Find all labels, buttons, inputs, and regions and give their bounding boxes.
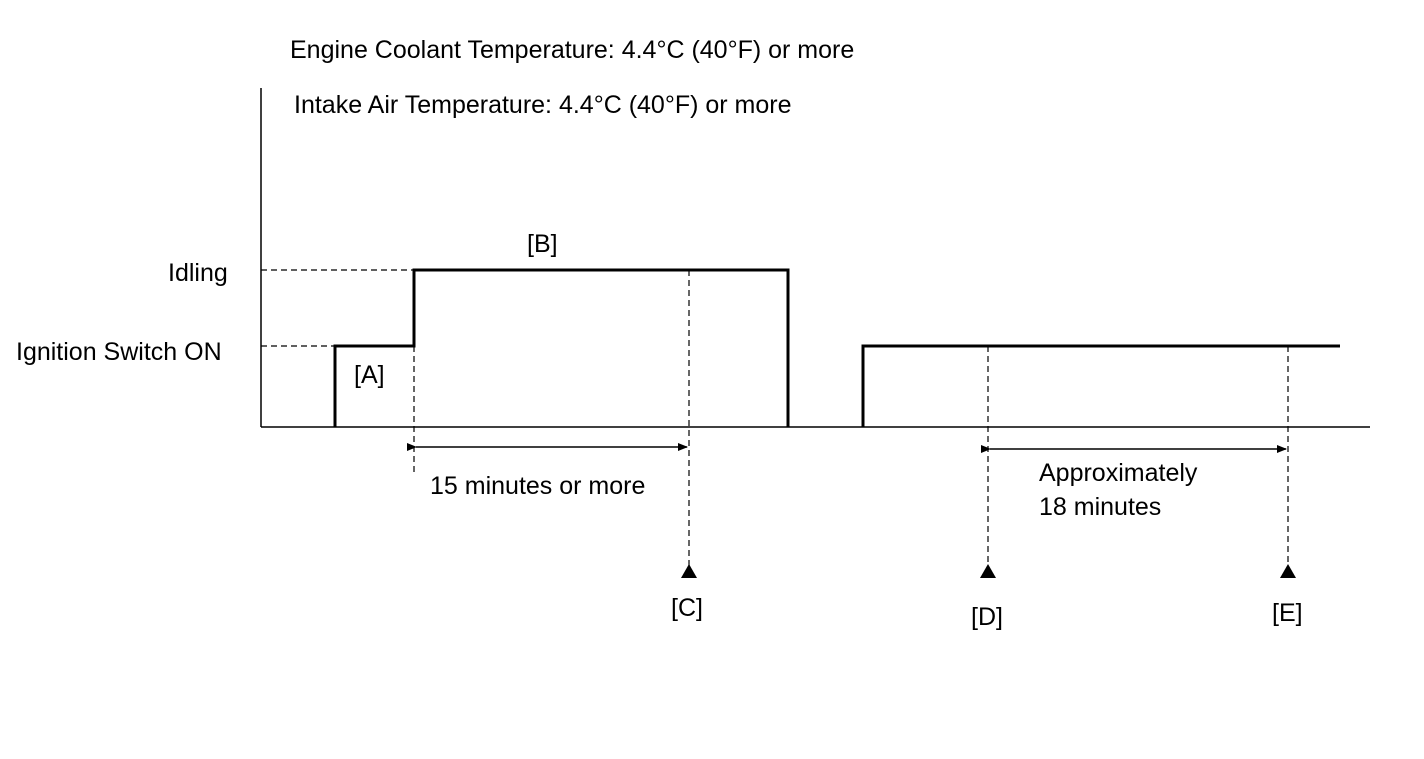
duration-label-first: 15 minutes or more <box>430 472 645 500</box>
idling-level-label: Idling <box>168 259 228 287</box>
duration-label-second-line1: Approximately <box>1039 459 1198 487</box>
step-label-d: [D] <box>971 603 1003 631</box>
signal-trace-second <box>861 344 1340 427</box>
duration-label-second-line2: 18 minutes <box>1039 493 1161 521</box>
intake-air-temp-condition: Intake Air Temperature: 4.4°C (40°F) or … <box>294 91 792 119</box>
triangle-marker-c-icon <box>681 564 697 578</box>
triangle-marker-e-icon <box>1280 564 1296 578</box>
step-label-b: [B] <box>527 230 558 258</box>
step-label-c: [C] <box>671 594 703 622</box>
coolant-temp-condition: Engine Coolant Temperature: 4.4°C (40°F)… <box>290 36 854 64</box>
signal-trace-first <box>333 268 790 427</box>
ignition-on-level-label: Ignition Switch ON <box>16 338 222 366</box>
triangle-marker-d-icon <box>980 564 996 578</box>
step-label-e: [E] <box>1272 599 1303 627</box>
step-label-a: [A] <box>354 361 385 389</box>
